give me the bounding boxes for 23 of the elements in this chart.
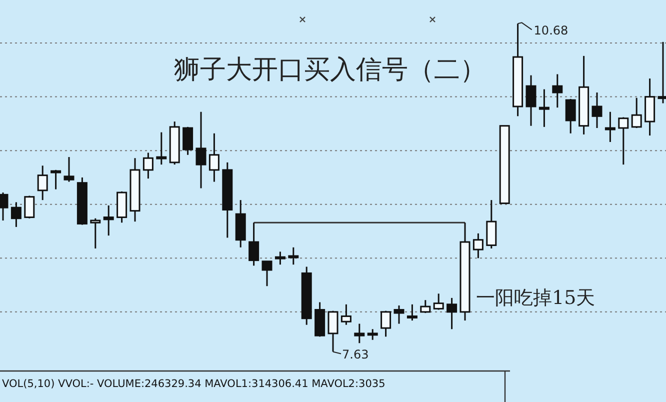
- candlestick: [10, 201, 22, 228]
- annotation: 10.68: [534, 24, 568, 38]
- candlestick: [208, 132, 220, 183]
- candlestick: [142, 152, 154, 180]
- candlestick: [460, 222, 470, 322]
- candlestick: [196, 111, 206, 189]
- candlestick: [37, 164, 48, 201]
- candlestick: [604, 111, 616, 143]
- candlestick: [130, 157, 140, 222]
- text: VOL(5,10) VVOL:- VOLUME:246329.34 MAVOL1:314306.41 MAVOL2:3035: [2, 378, 386, 390]
- candlestick: [512, 22, 524, 117]
- candlestick: [103, 204, 114, 236]
- candlestick: [644, 78, 656, 136]
- candlestick: [552, 73, 563, 108]
- candlestick: [235, 199, 246, 248]
- candlestick: [538, 88, 550, 128]
- candlestick: [301, 266, 312, 326]
- candlestick: [578, 55, 590, 136]
- annotation: 一阳吃掉15天: [476, 287, 596, 309]
- annotation: 7.63: [342, 348, 369, 362]
- text: 狮子大开口买入信号（二）: [174, 55, 486, 85]
- candlestick: [592, 92, 602, 129]
- candlestick: [526, 74, 536, 127]
